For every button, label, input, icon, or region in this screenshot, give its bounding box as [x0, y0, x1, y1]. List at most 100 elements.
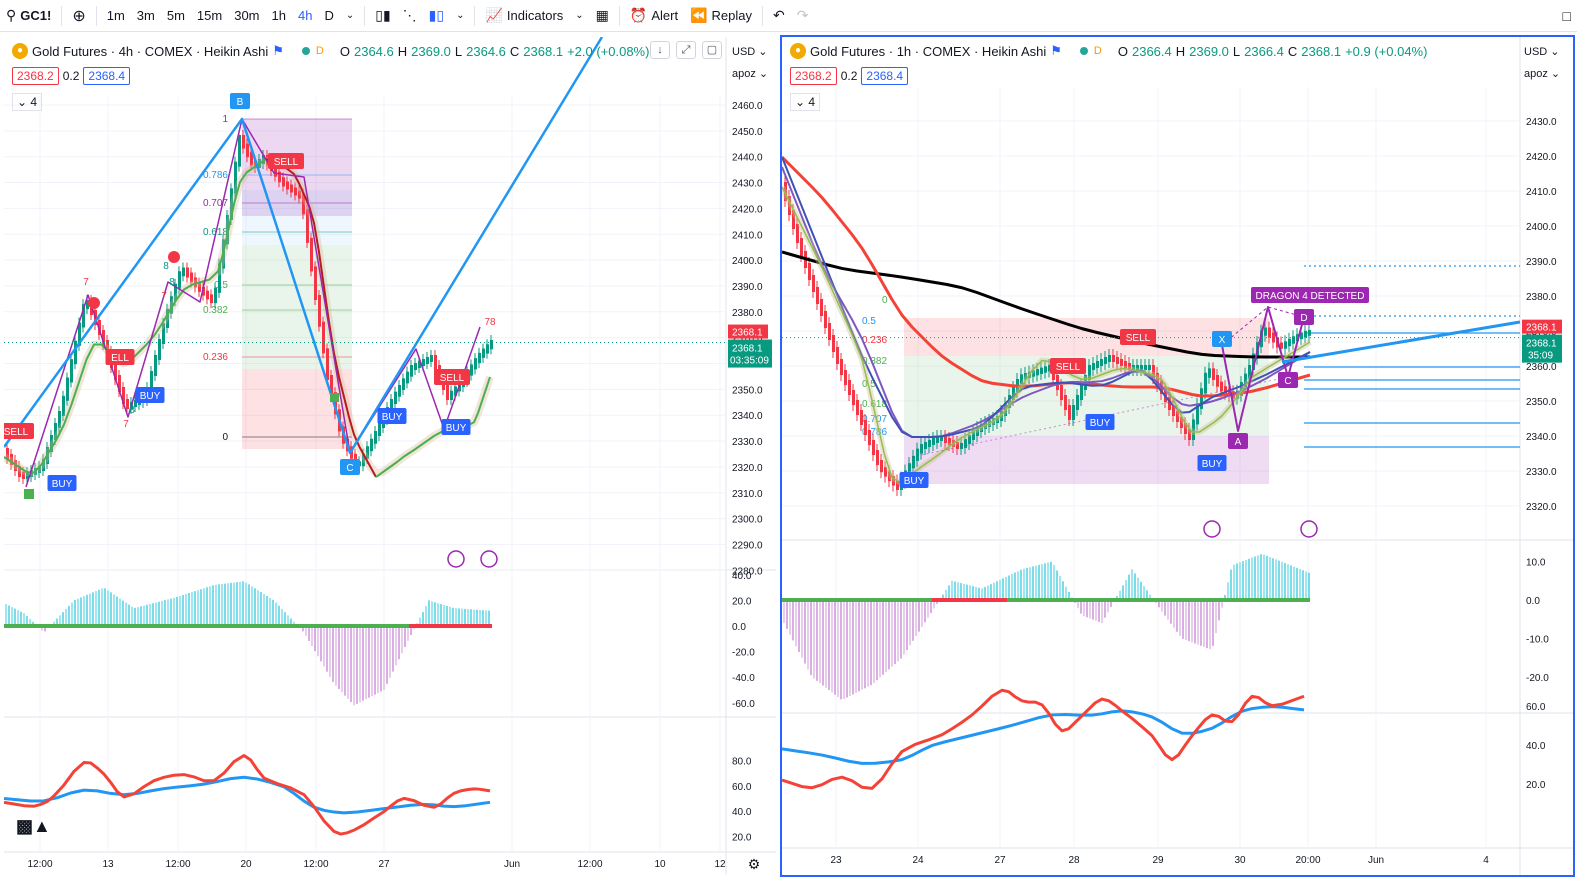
candle-body[interactable] [1304, 330, 1307, 338]
chart-title[interactable]: Gold Futures · 1h · COMEX · Heikin Ashi [810, 43, 1047, 59]
chart-pane-4h[interactable]: 2460.0 2450.0 2440.0 2430.0 2420.0 2410.0 2400… [2, 35, 778, 877]
candle-body[interactable] [366, 446, 369, 459]
chart-title[interactable]: Gold Futures · 4h · COMEX · Heikin Ashi [32, 43, 269, 59]
candle-body[interactable] [318, 295, 321, 327]
pattern-point-c[interactable]: C [1284, 376, 1291, 387]
candle-body[interactable] [38, 466, 41, 473]
pattern-point-c[interactable]: C [346, 463, 353, 474]
check-marker-icon[interactable] [24, 489, 34, 499]
candle-body[interactable] [166, 308, 169, 328]
candle-body[interactable] [54, 423, 57, 440]
candle-body[interactable] [362, 453, 365, 467]
scale-mode-selector[interactable]: apoz ⌄ [732, 67, 768, 80]
candle-body[interactable] [114, 363, 117, 380]
candle-body[interactable] [972, 431, 975, 440]
candle-body[interactable] [474, 358, 477, 370]
candle-body[interactable] [1036, 369, 1039, 376]
candle-body[interactable] [1308, 330, 1311, 336]
candle-body[interactable] [134, 400, 137, 407]
signal-label-buy[interactable]: BUY [1202, 459, 1223, 470]
candle-body[interactable] [290, 184, 293, 193]
candle-body[interactable] [792, 210, 795, 229]
candle-body[interactable] [122, 387, 125, 404]
candle-body[interactable] [486, 344, 489, 354]
candle-body[interactable] [1000, 411, 1003, 421]
candle-body[interactable] [824, 311, 827, 328]
check-marker-icon[interactable] [330, 393, 339, 402]
candle-body[interactable] [788, 196, 791, 215]
lightning-alert-icon[interactable] [480, 550, 498, 568]
candle-body[interactable] [310, 237, 313, 272]
pattern-point-a[interactable]: A [1235, 437, 1242, 448]
indicators-dropdown[interactable]: ⌄ [569, 0, 589, 32]
signal-label-buy[interactable]: BUY [382, 412, 403, 423]
candle-body[interactable] [1108, 355, 1111, 362]
candle-body[interactable] [1180, 417, 1183, 428]
candle-body[interactable] [78, 322, 81, 346]
candle-body[interactable] [1208, 368, 1211, 378]
candle-body[interactable] [430, 355, 433, 362]
interval-15m[interactable]: 15m [196, 8, 223, 23]
candle-body[interactable] [190, 272, 193, 283]
ask-price[interactable]: 2368.4 [861, 67, 909, 85]
candle-body[interactable] [1228, 388, 1231, 397]
chart-pane-1h[interactable]: 2430.02420.02410.02400.02390.02380.02370… [780, 35, 1575, 877]
candle-body[interactable] [888, 471, 891, 482]
candle-body[interactable] [1008, 395, 1011, 408]
candle-body[interactable] [1024, 373, 1027, 380]
layouts-button[interactable]: ▦ [590, 0, 615, 32]
candle-body[interactable] [1260, 330, 1263, 348]
candle-body[interactable] [1064, 395, 1067, 410]
candle-body[interactable] [154, 355, 157, 376]
candle-body[interactable] [1044, 366, 1047, 373]
candle-body[interactable] [378, 423, 381, 436]
candle-body[interactable] [74, 340, 77, 365]
candle-body[interactable] [210, 294, 213, 304]
candle-body[interactable] [820, 299, 823, 316]
bid-price[interactable]: 2368.2 [790, 67, 837, 85]
candle-body[interactable] [1140, 365, 1143, 370]
candle-body[interactable] [426, 357, 429, 364]
signal-label-buy[interactable]: BUY [904, 476, 925, 487]
candle-body[interactable] [976, 427, 979, 436]
candle-body[interactable] [828, 323, 831, 340]
candle-body[interactable] [1252, 353, 1255, 370]
stop-marker-icon[interactable] [168, 251, 180, 263]
candle-body[interactable] [30, 470, 33, 477]
candle-body[interactable] [218, 263, 221, 293]
signal-label-sell[interactable]: SELL [1126, 333, 1151, 344]
candle-body[interactable] [238, 135, 241, 167]
interval-4h[interactable]: 4h [297, 8, 313, 23]
alert-button[interactable]: ⏰ Alert [624, 0, 684, 32]
candle-body[interactable] [230, 188, 233, 220]
candle-body[interactable] [1088, 365, 1091, 380]
candle-body[interactable] [182, 267, 185, 277]
candle-body[interactable] [390, 399, 393, 412]
candle-body[interactable] [1116, 357, 1119, 364]
candle-body[interactable] [314, 266, 317, 300]
signal-label-ell[interactable]: ELL [111, 353, 129, 364]
currency-selector[interactable]: USD ⌄ [732, 45, 768, 58]
fib-zone-red[interactable] [242, 369, 352, 449]
candle-body[interactable] [1292, 336, 1295, 344]
candle-body[interactable] [1120, 359, 1123, 366]
candle-body[interactable] [1124, 361, 1127, 368]
candle-body[interactable] [1172, 405, 1175, 416]
candle-body[interactable] [1280, 342, 1283, 349]
candle-body[interactable] [274, 166, 277, 177]
candle-body[interactable] [214, 287, 217, 304]
candle-body[interactable] [322, 321, 325, 354]
candle-body[interactable] [450, 390, 453, 400]
candle-body[interactable] [162, 323, 165, 344]
candle-body[interactable] [808, 263, 811, 280]
pattern-point-b[interactable]: B [237, 97, 244, 108]
candle-body[interactable] [1272, 332, 1275, 343]
candle-body[interactable] [852, 390, 855, 405]
candle-body[interactable] [6, 448, 9, 459]
candle-body[interactable] [996, 416, 999, 423]
candle-body[interactable] [326, 348, 329, 380]
fullscreen-button[interactable]: □ [1557, 0, 1577, 32]
candle-body[interactable] [66, 377, 69, 401]
candle-body[interactable] [402, 378, 405, 390]
interval-1h[interactable]: 1h [271, 8, 286, 23]
